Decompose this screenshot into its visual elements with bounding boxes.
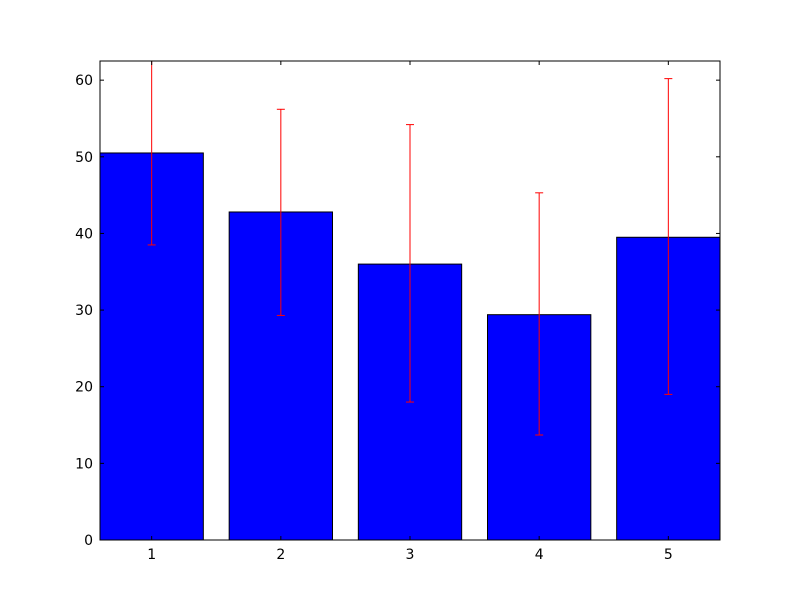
y-tick-label: 50 (75, 150, 93, 166)
y-tick-label: 20 (75, 380, 93, 396)
y-tick-label: 10 (75, 456, 93, 472)
y-tick-label: 60 (75, 73, 93, 89)
x-tick-label: 5 (664, 547, 673, 563)
x-tick-label: 2 (276, 547, 285, 563)
x-tick-label: 4 (535, 547, 544, 563)
y-tick-label: 0 (84, 533, 93, 549)
y-tick-label: 30 (75, 303, 93, 319)
x-tick-label: 1 (147, 547, 156, 563)
x-tick-label: 3 (406, 547, 415, 563)
y-tick-label: 40 (75, 226, 93, 242)
